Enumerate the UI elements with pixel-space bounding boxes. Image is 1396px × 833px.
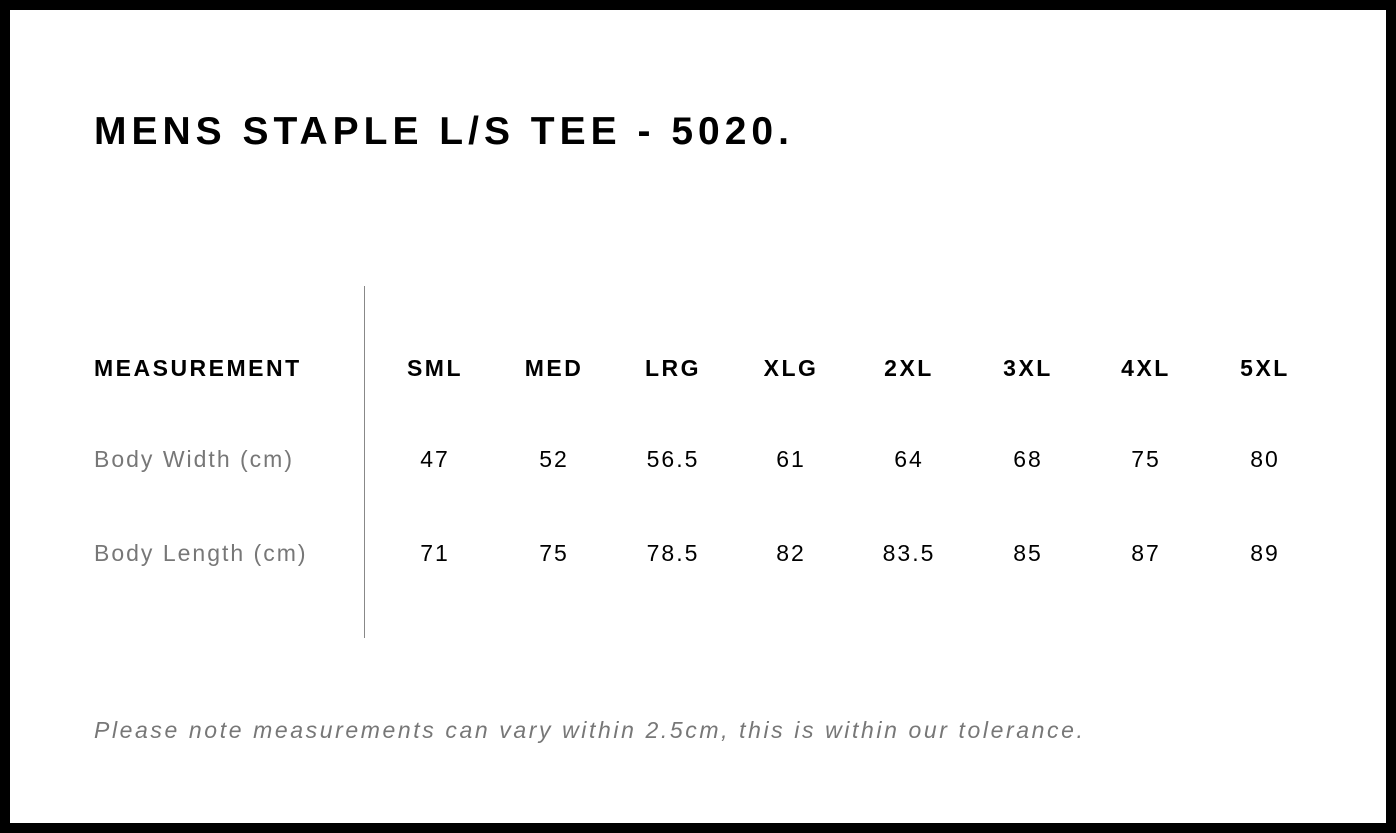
table-cell: 75	[539, 540, 569, 566]
table-cell: 78.5	[646, 540, 700, 566]
row-label: Body Length (cm)	[94, 540, 308, 566]
table-cell: 83.5	[882, 540, 936, 566]
table-cell: 89	[1250, 540, 1280, 566]
column-divider	[364, 286, 365, 638]
table-cell: MED	[524, 355, 584, 381]
size-chart-card: MENS STAPLE L/S TEE - 5020. MEASUREMENT …	[10, 10, 1386, 823]
table-cell: 56.5	[646, 446, 700, 472]
row-label: Body Width (cm)	[94, 446, 294, 472]
table-cell: 47	[420, 446, 450, 472]
table-cell: 5XL	[1240, 355, 1290, 381]
table-cell: 80	[1250, 446, 1280, 472]
table-cell: XLG	[763, 355, 819, 381]
table-cell: 2XL	[884, 355, 934, 381]
table-cell: 52	[539, 446, 569, 472]
tolerance-note: Please note measurements can vary within…	[94, 717, 1086, 743]
table-cell: 64	[894, 446, 924, 472]
table-cell: LRG	[644, 355, 702, 381]
table-cell: 85	[1013, 540, 1043, 566]
measurement-header: MEASUREMENT	[94, 355, 302, 381]
table-cell: 87	[1131, 540, 1161, 566]
table-cell: 71	[420, 540, 450, 566]
table-cell: 82	[776, 540, 806, 566]
table-cell: SML	[406, 355, 464, 381]
table-cell: 4XL	[1121, 355, 1171, 381]
table-cell: 68	[1013, 446, 1043, 472]
table-cell: 61	[776, 446, 806, 472]
page-title: MENS STAPLE L/S TEE - 5020.	[94, 110, 794, 153]
table-cell: 75	[1131, 446, 1161, 472]
table-cell: 3XL	[1003, 355, 1053, 381]
